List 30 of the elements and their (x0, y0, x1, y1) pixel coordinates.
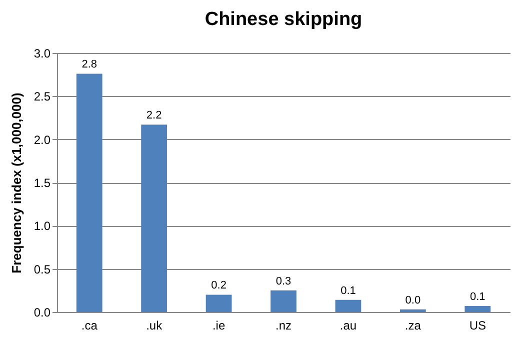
y-tick-label: 0.0 (34, 306, 51, 320)
data-label: 0.1 (470, 290, 486, 303)
bar (270, 290, 296, 312)
y-tick-label: 3.0 (34, 46, 51, 60)
data-label: 2.8 (82, 58, 98, 71)
y-axis-title: Frequency index (x1,000,000) (8, 92, 24, 274)
x-tick-label: .au (340, 318, 357, 332)
data-label: 0.1 (340, 284, 356, 297)
data-label: 0.0 (405, 294, 421, 306)
y-tick-label: 2.0 (34, 132, 51, 147)
data-label: 2.2 (146, 110, 162, 122)
bar (141, 124, 168, 312)
bar (206, 294, 232, 312)
y-tick-label: 0.5 (34, 262, 51, 276)
x-tick-label: .ca (81, 318, 98, 332)
data-label: 0.3 (276, 275, 292, 288)
y-tick-label: 1.0 (34, 219, 51, 234)
bar (464, 306, 491, 312)
chart-title: Chinese skipping (204, 9, 362, 30)
x-tick-label: .uk (146, 318, 164, 332)
y-tick-label: 2.5 (34, 90, 51, 104)
x-tick-label: .nz (275, 318, 292, 332)
y-tick-label: 1.5 (34, 176, 51, 190)
bar (335, 300, 362, 312)
bar (76, 74, 102, 312)
data-label: 0.2 (211, 280, 226, 292)
x-tick-label: US (469, 318, 486, 332)
x-tick-label: .za (404, 318, 422, 332)
bar (400, 309, 426, 312)
x-tick-label: .ie (212, 318, 226, 332)
